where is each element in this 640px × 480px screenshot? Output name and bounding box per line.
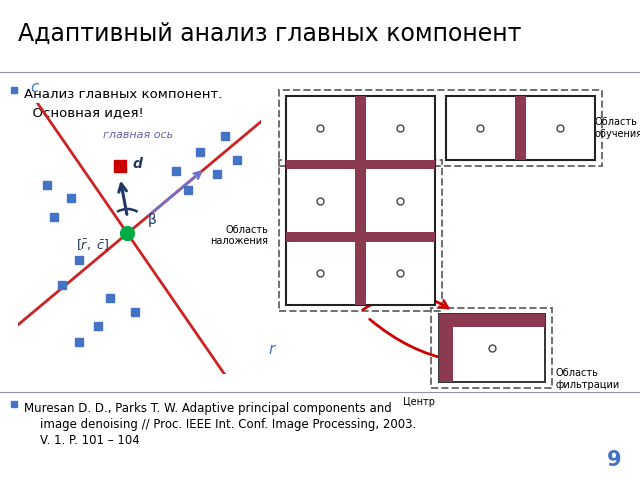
Text: Основная идея!: Основная идея!: [24, 106, 144, 119]
Bar: [286, 160, 435, 169]
Text: V. 1. P. 101 – 104: V. 1. P. 101 – 104: [40, 434, 140, 447]
Text: d: d: [132, 157, 142, 171]
Text: image denoising // Proc. IEEE Int. Conf. Image Processing, 2003.: image denoising // Proc. IEEE Int. Conf.…: [40, 418, 416, 431]
Bar: [279, 160, 442, 312]
Bar: [279, 90, 602, 166]
Text: 9: 9: [607, 450, 622, 470]
Text: Адаптивный анализ главных компонент: Адаптивный анализ главных компонент: [18, 22, 522, 46]
Bar: [286, 96, 435, 305]
Text: $[\bar{r},\ \bar{c}]$: $[\bar{r},\ \bar{c}]$: [76, 237, 109, 252]
Text: Muresan D. D., Parks T. W. Adaptive principal components and: Muresan D. D., Parks T. W. Adaptive prin…: [24, 402, 392, 415]
Bar: [438, 314, 453, 382]
Bar: [438, 314, 545, 382]
Text: главная ось: главная ось: [103, 131, 173, 141]
Bar: [286, 232, 435, 242]
Bar: [431, 308, 552, 388]
Bar: [438, 314, 545, 327]
Bar: [355, 96, 366, 305]
Bar: [445, 96, 595, 160]
Text: Область
обучения: Область обучения: [595, 117, 640, 139]
Bar: [515, 96, 525, 160]
Text: Область
наложения: Область наложения: [210, 225, 268, 246]
Text: β: β: [148, 213, 157, 227]
Text: r: r: [268, 343, 275, 358]
Text: Центр: Центр: [403, 397, 435, 408]
Text: Анализ главных компонент.: Анализ главных компонент.: [24, 88, 222, 101]
Text: c: c: [31, 80, 39, 96]
Text: Область
фильтрации: Область фильтрации: [556, 368, 620, 390]
